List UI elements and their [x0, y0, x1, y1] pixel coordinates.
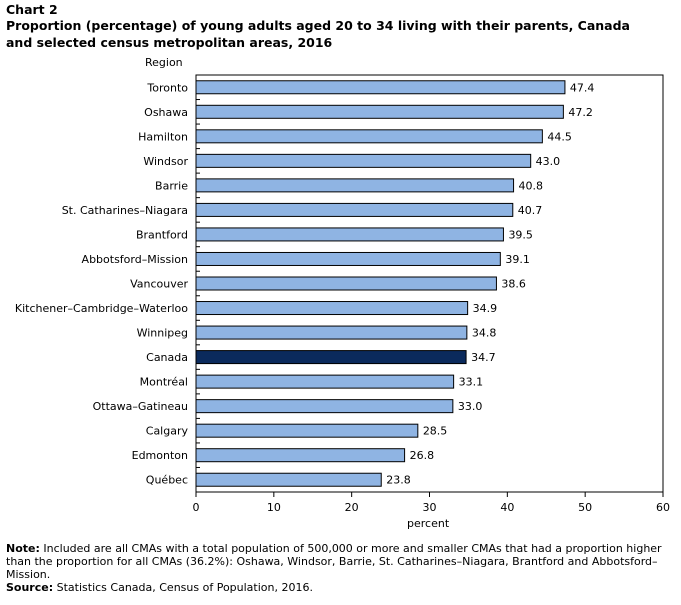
x-tick-label: 0 — [193, 501, 200, 514]
x-tick-label: 60 — [656, 501, 670, 514]
bar — [195, 325, 468, 340]
category-label: Abbotsford–Mission — [82, 253, 188, 266]
value-label: 44.5 — [547, 130, 572, 143]
bar — [195, 399, 454, 414]
bar — [195, 80, 566, 95]
bar — [195, 448, 406, 463]
chart-note: Note: Included are all CMAs with a total… — [6, 542, 671, 581]
note-label: Note: — [6, 542, 40, 555]
category-label: Windsor — [143, 155, 188, 168]
bar — [195, 301, 469, 316]
category-label: Ottawa–Gatineau — [93, 400, 188, 413]
value-label: 47.4 — [570, 81, 595, 94]
note-text: Included are all CMAs with a total popul… — [6, 542, 662, 581]
x-tick-label: 20 — [345, 501, 359, 514]
source-text: Statistics Canada, Census of Population,… — [56, 581, 313, 594]
bar — [195, 153, 532, 168]
value-label: 43.0 — [536, 155, 561, 168]
bar — [195, 423, 419, 438]
category-label: Calgary — [146, 425, 189, 438]
y-axis-title: Region — [145, 56, 183, 69]
bar — [195, 350, 467, 365]
value-label: 26.8 — [410, 449, 435, 462]
bar — [195, 227, 504, 242]
value-label: 39.1 — [505, 253, 530, 266]
category-label: Hamilton — [138, 130, 188, 143]
value-label: 34.8 — [472, 327, 497, 340]
category-label: Oshawa — [144, 106, 188, 119]
value-label: 47.2 — [568, 106, 593, 119]
bar-chart: Toronto 47.4 Oshawa 47.2 Hamilton 44.5 Windsor… — [15, 74, 670, 514]
x-tick-label: 40 — [500, 501, 514, 514]
category-label: Vancouver — [130, 278, 188, 291]
bar — [195, 374, 455, 389]
category-label: Canada — [146, 351, 188, 364]
x-tick-label: 10 — [267, 501, 281, 514]
x-tick-label: 50 — [578, 501, 592, 514]
bar — [195, 104, 564, 119]
value-label: 23.8 — [386, 474, 411, 487]
x-axis-title: percent — [407, 517, 450, 530]
value-label: 40.8 — [519, 179, 544, 192]
category-label: Brantford — [136, 228, 188, 241]
bar — [195, 251, 501, 266]
category-label: Barrie — [155, 179, 188, 192]
category-label: St. Catharines–Niagara — [62, 204, 188, 217]
value-label: 28.5 — [423, 425, 448, 438]
value-label: 40.7 — [518, 204, 543, 217]
category-label: Edmonton — [132, 449, 188, 462]
value-label: 34.7 — [471, 351, 496, 364]
chart-title: Proportion (percentage) of young adults … — [6, 18, 630, 50]
category-label: Québec — [146, 474, 188, 487]
value-label: 33.0 — [458, 400, 483, 413]
value-label: 33.1 — [459, 376, 484, 389]
value-label: 34.9 — [473, 302, 498, 315]
value-label: 38.6 — [501, 278, 525, 291]
bar — [195, 178, 515, 193]
chart-label: Chart 2 — [6, 2, 58, 17]
bar — [195, 202, 514, 217]
category-label: Kitchener–Cambridge–Waterloo — [15, 302, 188, 315]
bar — [195, 276, 497, 291]
x-tick-label: 30 — [423, 501, 437, 514]
chart-source: Source: Statistics Canada, Census of Pop… — [6, 581, 313, 594]
source-label: Source: — [6, 581, 54, 594]
category-label: Winnipeg — [137, 327, 188, 340]
category-label: Montréal — [140, 376, 188, 389]
category-label: Toronto — [146, 81, 188, 94]
value-label: 39.5 — [508, 228, 532, 241]
bar — [195, 472, 382, 487]
bar — [195, 129, 543, 144]
